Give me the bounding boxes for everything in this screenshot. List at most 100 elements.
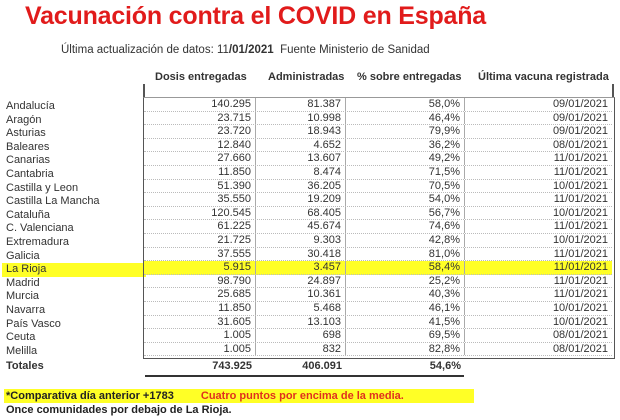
region-name: Andalucía xyxy=(6,100,55,112)
table-row: 25.685 10.361 40,3% 11/01/2021 xyxy=(144,288,612,302)
cell-administradas: 3.457 xyxy=(256,261,346,274)
cell-administradas: 81.387 xyxy=(256,98,346,111)
cell-pct: 71,5% xyxy=(346,165,465,179)
cell-administradas: 36.205 xyxy=(256,179,346,193)
cell-pct: 70,5% xyxy=(346,179,465,193)
cell-entregadas: 98.790 xyxy=(144,274,256,288)
data-table xyxy=(143,97,615,359)
column-header-entregadas: Dosis entregadas xyxy=(155,71,247,83)
cell-ultima: 10/01/2021 xyxy=(552,301,608,314)
table-row: 31.605 13.103 41,5% 10/01/2021 xyxy=(144,315,612,330)
cell-ultima: 11/01/2021 xyxy=(553,220,608,233)
table-row: 35.550 19.209 54,0% 11/01/2021 xyxy=(144,193,612,207)
cell-entregadas: 35.550 xyxy=(144,193,256,206)
cell-administradas: 30.418 xyxy=(256,247,346,261)
cell-ultima: 10/01/2021 xyxy=(552,179,608,192)
note-comparativa: *Comparativa día anterior +1783 xyxy=(6,390,174,402)
cell-ultima: 08/01/2021 xyxy=(552,342,608,355)
cell-ultima: 09/01/2021 xyxy=(552,98,608,110)
table-row: 51.390 36.205 70,5% 10/01/2021 xyxy=(144,179,612,194)
cell-administradas: 13.103 xyxy=(256,315,346,329)
cell-entregadas: 27.660 xyxy=(144,152,256,165)
cell-ultima: 08/01/2021 xyxy=(552,138,608,151)
cell-administradas: 10.361 xyxy=(256,288,346,301)
cell-administradas: 19.209 xyxy=(256,193,346,206)
cell-ultima: 10/01/2021 xyxy=(552,233,608,246)
table-row: 12.840 4.652 36,2% 08/01/2021 xyxy=(144,138,612,153)
cell-ultima: 09/01/2021 xyxy=(552,125,608,138)
region-name: Castilla La Mancha xyxy=(6,195,100,208)
cell-pct: 25,2% xyxy=(346,274,465,288)
region-names: Andalucía Aragón Asturias Baleares Canarias C… xyxy=(2,100,146,358)
table-row: 23.720 18.943 79,9% 09/01/2021 xyxy=(144,125,612,139)
cell-administradas: 4.652 xyxy=(256,138,346,152)
region-name: Asturias xyxy=(6,127,46,140)
region-name: Extremadura xyxy=(6,235,69,248)
column-header-ultima: Última vacuna registrada xyxy=(478,71,609,83)
region-name: Canarias xyxy=(6,154,51,167)
region-name: Aragón xyxy=(6,113,42,126)
cell-pct: 58,4% xyxy=(346,261,465,274)
source-label: Fuente Ministerio de Sanidad xyxy=(280,44,430,56)
cell-ultima: 11/01/2021 xyxy=(553,247,608,260)
table-row: 23.715 10.998 46,4% 09/01/2021 xyxy=(144,111,612,126)
update-date: /01/2021 xyxy=(228,44,274,56)
region-name: Murcia xyxy=(6,290,40,303)
update-info: Última actualización de datos: 11/01/202… xyxy=(61,44,430,56)
cell-pct: 81,0% xyxy=(346,247,465,261)
cell-ultima: 11/01/2021 xyxy=(553,193,608,206)
cell-ultima: 11/01/2021 xyxy=(553,274,608,287)
column-header-administradas: Administradas xyxy=(268,71,345,83)
totals-row: 743.925 406.091 54,6% xyxy=(144,360,465,374)
region-name: La Rioja xyxy=(2,263,146,277)
cell-entregadas: 25.685 xyxy=(144,288,256,301)
totals-underline xyxy=(145,375,464,377)
cell-ultima: 11/01/2021 xyxy=(553,288,608,301)
cell-pct: 54,0% xyxy=(346,193,465,206)
cell-pct: 79,9% xyxy=(346,125,465,138)
cell-administradas: 8.474 xyxy=(256,165,346,179)
total-administradas: 406.091 xyxy=(302,360,342,372)
cell-administradas: 698 xyxy=(256,329,346,342)
cell-pct: 36,2% xyxy=(346,138,465,152)
cell-entregadas: 11.850 xyxy=(144,165,256,179)
cell-ultima: 10/01/2021 xyxy=(552,315,608,328)
cell-pct: 74,6% xyxy=(346,220,465,233)
table-row: 98.790 24.897 25,2% 11/01/2021 xyxy=(144,274,612,289)
table-row: 140.295 81.387 58,0% 09/01/2021 xyxy=(144,98,612,112)
column-header-pct: % sobre entregadas xyxy=(357,71,462,83)
region-name: País Vasco xyxy=(6,317,61,330)
table-row: 61.225 45.674 74,6% 11/01/2021 xyxy=(144,220,612,234)
cell-entregadas: 31.605 xyxy=(144,315,256,329)
cell-entregadas: 11.850 xyxy=(144,301,256,315)
cell-administradas: 832 xyxy=(256,342,346,356)
region-name: Cantabria xyxy=(6,167,54,180)
region-name: Melilla xyxy=(6,344,38,357)
cell-entregadas: 120.545 xyxy=(144,206,256,220)
cell-pct: 46,1% xyxy=(346,301,465,315)
cell-pct: 69,5% xyxy=(346,329,465,342)
cell-entregadas: 5.915 xyxy=(144,261,256,274)
table-row: 1.005 698 69,5% 08/01/2021 xyxy=(144,329,612,343)
note-media: Cuatro puntos por encima de la media. xyxy=(200,390,404,402)
cell-ultima: 09/01/2021 xyxy=(552,111,608,124)
total-entregadas: 743.925 xyxy=(212,360,252,372)
table-row: 120.545 68.405 56,7% 10/01/2021 xyxy=(144,206,612,221)
cell-ultima: 10/01/2021 xyxy=(552,206,608,219)
cell-pct: 82,8% xyxy=(346,342,465,356)
table-row: 5.915 3.457 58,4% 11/01/2021 xyxy=(144,261,612,275)
region-name: Baleares xyxy=(6,140,50,153)
region-name: Castilla y Leon xyxy=(6,181,79,194)
cell-ultima: 11/01/2021 xyxy=(553,165,608,178)
cell-entregadas: 1.005 xyxy=(144,342,256,356)
update-label: Última actualización de datos: xyxy=(61,44,217,56)
cell-entregadas: 37.555 xyxy=(144,247,256,261)
table-row: 11.850 8.474 71,5% 11/01/2021 xyxy=(144,165,612,180)
cell-administradas: 9.303 xyxy=(256,233,346,247)
cell-pct: 58,0% xyxy=(346,98,465,111)
cell-entregadas: 12.840 xyxy=(144,138,256,152)
table-border-left xyxy=(143,84,145,98)
cell-entregadas: 21.725 xyxy=(144,233,256,247)
cell-pct: 49,2% xyxy=(346,152,465,165)
table-row: 11.850 5.468 46,1% 10/01/2021 xyxy=(144,301,612,316)
